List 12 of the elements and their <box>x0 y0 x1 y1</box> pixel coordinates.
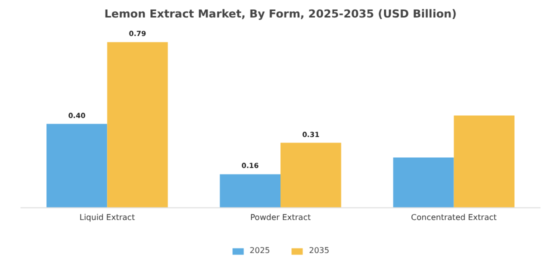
x-tick-label: Powder Extract <box>250 212 311 222</box>
x-tick-label: Liquid Extract <box>80 212 135 222</box>
bar <box>220 174 280 208</box>
bar <box>280 142 342 208</box>
bar <box>454 115 514 208</box>
bar <box>393 157 454 208</box>
chart-title: Lemon Extract Market, By Form, 2025-2035 (USD Billion) <box>104 8 457 20</box>
legend-label: 2035 <box>309 246 330 255</box>
bar <box>46 124 108 208</box>
legend-label: 2025 <box>250 246 270 255</box>
bar <box>107 42 168 208</box>
x-tick-label: Concentrated Extract <box>411 212 497 222</box>
